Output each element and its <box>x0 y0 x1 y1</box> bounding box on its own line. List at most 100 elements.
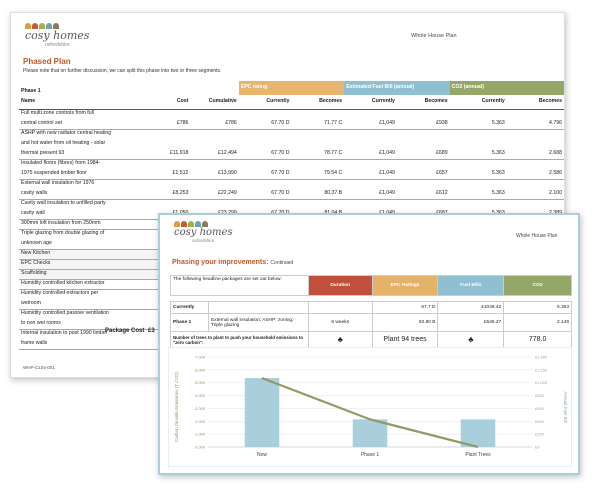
left-tick-label: 5.000 <box>195 380 206 385</box>
brand-sub-2: oxfordshire <box>192 238 215 243</box>
row-phase1-duration: 6 weeks <box>307 313 373 332</box>
cell-cumulative <box>190 109 238 119</box>
brand-name-2: cosy homes <box>174 227 233 238</box>
table-row: Cavity wall insulation to unfilled party <box>19 199 564 209</box>
cell-fuel-currently: £1,049 <box>344 189 397 200</box>
chart-bars <box>244 378 496 447</box>
logo-dots-2 <box>174 221 233 227</box>
left-tick-label: 7.000 <box>195 355 206 360</box>
page-title: Phased Plan <box>23 57 71 66</box>
cell-epc-currently <box>239 159 292 169</box>
row-name: and hot water from oil heating - solar <box>21 140 106 147</box>
col-cost: Cost <box>150 95 191 110</box>
cell-cost <box>151 179 191 189</box>
cell-epc-currently <box>239 199 292 209</box>
cell-cost: £1,512 <box>150 169 191 180</box>
row-currently-duration <box>307 301 373 314</box>
row-name: thermal present 93 <box>19 149 151 160</box>
row-name: Humidity controlled extractors per <box>21 290 99 297</box>
cell-epc-becomes <box>291 129 344 139</box>
col-fuel-becomes: Becomes <box>396 95 450 110</box>
table-row: External wall insulation for 1976 <box>19 179 564 189</box>
cell-co2-currently <box>450 109 507 119</box>
cell-fuel-currently <box>344 139 397 149</box>
hdr-epc: EPC Ratings <box>371 275 439 296</box>
cell-fuel-becomes: £689 <box>396 149 450 160</box>
cell-co2-currently: 5.363 <box>449 119 507 130</box>
cell-fuel-becomes <box>397 159 450 169</box>
header-title: Whole House Plan <box>411 33 457 39</box>
left-tick-label: 3.000 <box>195 406 206 411</box>
cell-cost <box>151 129 191 139</box>
row-currently-co2: 5.363 <box>503 301 572 314</box>
row-name: to non wet rooms <box>19 319 151 330</box>
right-tick-label: £1,400 <box>535 355 548 360</box>
cell-co2-currently <box>450 179 507 189</box>
cell-fuel-becomes: £657 <box>396 169 450 180</box>
table-row: Humidity controlled extractors per <box>19 289 564 299</box>
cell-fuel-becomes: £612 <box>396 189 450 200</box>
row-phase1-fuel: £546.27 <box>437 313 505 332</box>
left-tick-label: 2.000 <box>195 419 206 424</box>
cell-co2-becomes: 4.796 <box>506 119 564 130</box>
chart-right-ticks: £0 £200 £400 £600 £800 £1,000 £1,200 £1,400 <box>535 355 548 450</box>
hdr-duration: Duration <box>307 275 373 296</box>
cell-co2-becomes <box>507 159 564 169</box>
cell-fuel-currently <box>344 179 397 189</box>
title-main: Phasing your improvements: <box>172 259 269 266</box>
band-fuel: Estimated Fuel Bill (annual) <box>344 81 450 95</box>
table-row: central control set £786 £786 67.70 D 71.77 … <box>19 119 564 130</box>
cell-co2-becomes <box>507 199 564 209</box>
tree-icon-2: ♣ <box>437 331 505 348</box>
cell-fuel-becomes <box>397 179 450 189</box>
cell-epc-becomes: 71.77 C <box>291 119 345 130</box>
phase-label: Phase 1 <box>21 88 41 95</box>
cell-cumulative: £786 <box>190 119 239 130</box>
cell-co2-becomes <box>507 139 564 149</box>
cell-co2-becomes: 2.688 <box>506 149 564 160</box>
right-tick-label: £1,200 <box>535 367 548 372</box>
cell-co2-becomes <box>507 129 564 139</box>
row-currently-desc <box>207 301 309 314</box>
cell-fuel-currently <box>344 129 397 139</box>
col-name: Name <box>19 95 151 110</box>
logo-dots <box>25 23 89 29</box>
series-line <box>261 377 479 449</box>
row-name: ASHP with new radiator central heating <box>21 130 112 137</box>
phasing-improvements-page: cosy homes oxfordshire Whole House Plan … <box>158 213 580 475</box>
cell-cumulative <box>190 159 238 169</box>
emissions-chart: 0.000 1.000 2.000 3.000 4.000 5.000 6.000 7.000… <box>168 347 572 467</box>
cell-fuel-currently <box>344 109 397 119</box>
table-row: Internal insulation to post 1990 timber <box>19 329 564 339</box>
col-cumulative: Cumulative <box>190 95 239 110</box>
table-row: ASHP with new radiator central heating <box>19 129 564 139</box>
trees-text: Plant 94 trees <box>371 331 439 348</box>
cell-co2-becomes: 2.586 <box>506 169 564 180</box>
cell-cost: £8,253 <box>150 189 191 200</box>
cell-co2-currently: 5.363 <box>449 189 507 200</box>
left-tick-label: 0.000 <box>195 445 206 450</box>
cell-epc-becomes: 79.54 C <box>291 169 345 180</box>
cell-epc-becomes <box>291 199 344 209</box>
cell-epc-becomes <box>291 179 344 189</box>
cell-co2-currently <box>450 159 507 169</box>
cell-epc-currently: 67.70 D <box>238 149 292 160</box>
col-co2-becomes: Becomes <box>506 95 564 110</box>
cell-co2-currently: 5.363 <box>449 149 507 160</box>
cell-cost <box>151 109 191 119</box>
cell-epc-becomes: 78.77 C <box>291 149 345 160</box>
row-phase1-desc: External wall insulation; ASHP; zoning; … <box>207 313 309 332</box>
cell-fuel-currently <box>344 199 397 209</box>
table-note: The following headline packages are set … <box>170 275 309 296</box>
cell-cumulative <box>190 129 238 139</box>
row-name: cavity wall <box>19 209 151 220</box>
cell-cost <box>151 199 191 209</box>
x-tick-label: Plant Trees <box>465 452 491 458</box>
table-row: Full multi zone controls from full <box>19 109 564 119</box>
cell-cumulative: £13,990 <box>190 169 239 180</box>
table-row: cavity walls £8,253 £22,249 67.70 D 80.37 B £… <box>19 189 564 200</box>
intro-text: Please note that on further discussion, … <box>23 68 222 74</box>
right-tick-label: £200 <box>535 432 545 437</box>
chart-y2-label: Annual Fuel Bill <box>563 391 568 422</box>
